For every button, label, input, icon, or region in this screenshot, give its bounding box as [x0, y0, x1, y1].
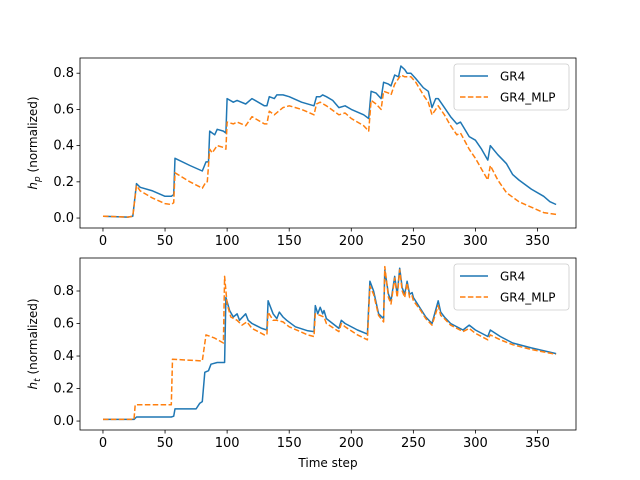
x-tick-label: 50 — [157, 436, 174, 451]
x-tick-label: 350 — [525, 234, 550, 249]
series-line-gr4_mlp — [102, 74, 557, 218]
y-tick-label: 0.4 — [53, 139, 74, 154]
x-tick-label: 150 — [277, 436, 302, 451]
x-tick-label: 200 — [339, 436, 364, 451]
y-tick-label: 0.6 — [53, 317, 74, 332]
legend-label: GR4 — [500, 70, 525, 84]
y-tick-label: 0.0 — [53, 211, 74, 226]
x-tick-label: 250 — [401, 234, 426, 249]
y-label-subscript: p — [33, 176, 43, 183]
y-axis-label: hp (normalized) — [26, 96, 43, 189]
legend: GR4 GR4_MLP — [453, 63, 570, 111]
x-axis-label: Time step — [297, 456, 357, 470]
legend-label: GR4_MLP — [500, 291, 556, 305]
y-axis-label: ht (normalized) — [26, 299, 43, 390]
series-line-gr4_mlp — [103, 265, 557, 421]
x-tick-label: 350 — [525, 436, 550, 451]
axes-frame — [79, 57, 577, 229]
y-tick-label: 0.0 — [53, 414, 74, 429]
y-tick-label: 0.6 — [53, 102, 74, 117]
y-tick-label: 0.2 — [53, 382, 74, 397]
subplot-1: 0 50 100 150 200 250 300 350 0.0 0.2 0.4 0.6 0.8 hp (… — [26, 57, 577, 249]
y-tick-label: 0.8 — [53, 66, 74, 81]
y-tick-label: 0.4 — [53, 349, 74, 364]
y-label-text: (normalized) — [26, 299, 40, 379]
y-label-text: (normalized) — [26, 96, 40, 176]
x-tick-label: 200 — [339, 234, 364, 249]
y-label-symbol: h — [26, 182, 40, 190]
x-tick-label: 0 — [99, 436, 107, 451]
y-tick-label: 0.8 — [53, 284, 74, 299]
y-tick-label: 0.2 — [53, 175, 74, 190]
series-line-gr4 — [103, 267, 557, 421]
x-tick-label: 150 — [277, 234, 302, 249]
x-tick-label: 100 — [215, 234, 240, 249]
y-label-subscript: t — [33, 378, 43, 382]
x-tick-label: 300 — [463, 436, 488, 451]
x-tick-label: 100 — [215, 436, 240, 451]
subplot-2: 0 50 100 150 200 250 300 350 0.0 0.2 0.4 0.6 0.8 ht (… — [26, 257, 577, 470]
x-tick-label: 0 — [99, 234, 107, 249]
x-tick-label: 250 — [401, 436, 426, 451]
x-tick-label: 300 — [463, 234, 488, 249]
axes-frame — [79, 257, 577, 431]
legend-label: GR4 — [500, 270, 525, 284]
legend-label: GR4_MLP — [500, 91, 556, 105]
x-tick-label: 50 — [157, 234, 174, 249]
legend: GR4 GR4_MLP — [453, 263, 570, 311]
y-label-symbol: h — [26, 382, 40, 390]
